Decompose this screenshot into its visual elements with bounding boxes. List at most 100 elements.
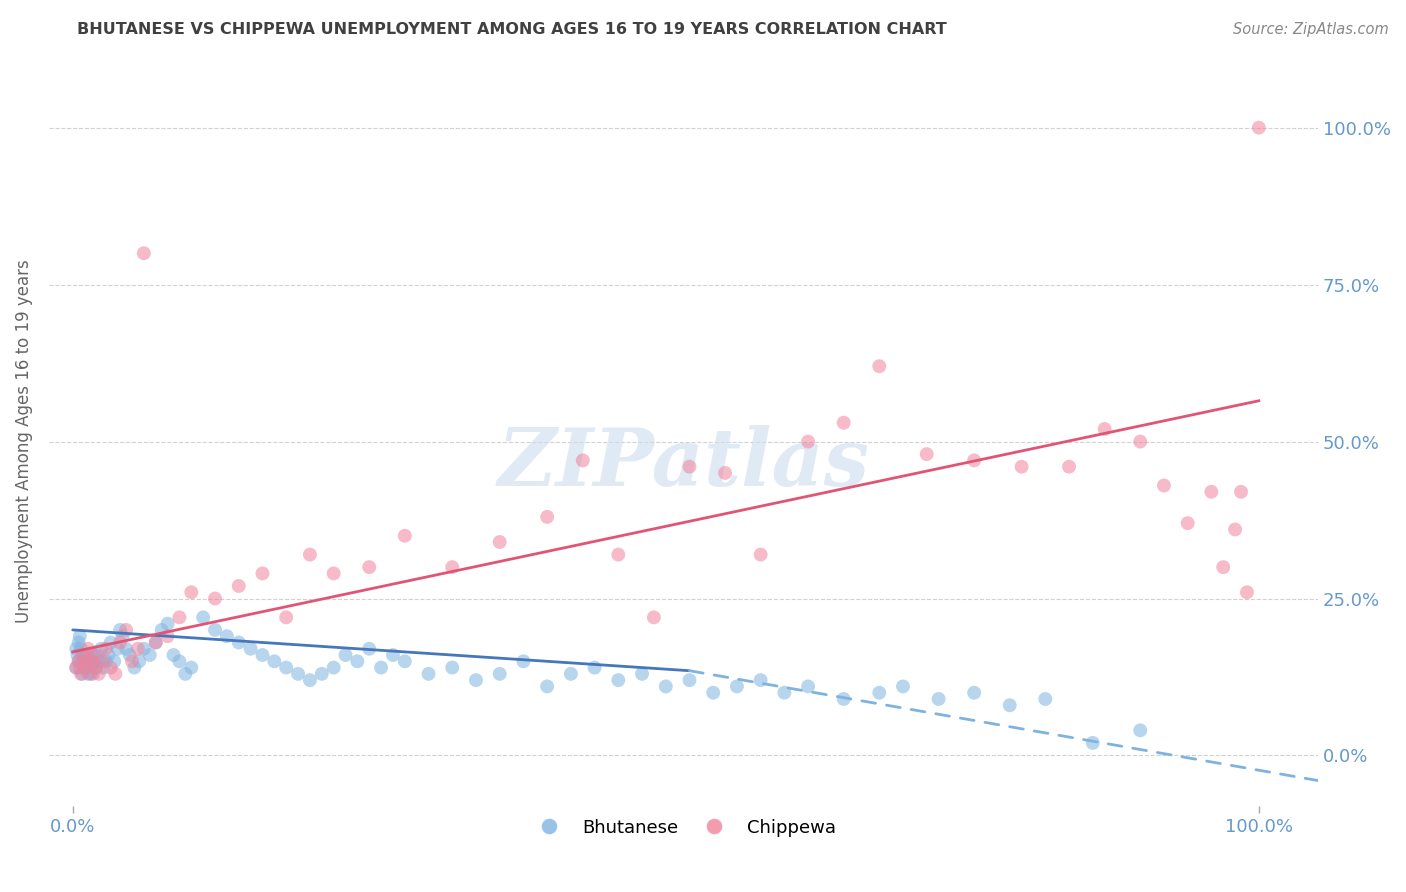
Point <box>77 666 100 681</box>
Point <box>79 666 101 681</box>
Point <box>73 660 96 674</box>
Point <box>702 686 724 700</box>
Point <box>276 610 298 624</box>
Point <box>322 660 344 674</box>
Point <box>70 648 93 662</box>
Point <box>1223 523 1246 537</box>
Point <box>121 654 143 668</box>
Point <box>1177 516 1199 531</box>
Point <box>655 680 678 694</box>
Point <box>108 635 131 649</box>
Point <box>169 654 191 668</box>
Point <box>1129 434 1152 449</box>
Point <box>1033 692 1056 706</box>
Point <box>797 434 820 449</box>
Point <box>891 680 914 694</box>
Point <box>1129 723 1152 738</box>
Point <box>100 635 122 649</box>
Point <box>67 635 90 649</box>
Point <box>536 680 558 694</box>
Point <box>228 635 250 649</box>
Point <box>93 660 115 674</box>
Point <box>75 660 97 674</box>
Point <box>252 648 274 662</box>
Point <box>298 673 321 687</box>
Point <box>84 660 107 674</box>
Point <box>80 654 103 668</box>
Text: ZIPatlas: ZIPatlas <box>498 425 870 502</box>
Point <box>193 610 215 624</box>
Point <box>107 641 129 656</box>
Point <box>128 654 150 668</box>
Point <box>73 654 96 668</box>
Point <box>1057 459 1080 474</box>
Point <box>79 660 101 674</box>
Point <box>583 660 606 674</box>
Point <box>87 654 110 668</box>
Point <box>797 680 820 694</box>
Point <box>86 648 108 662</box>
Point <box>607 673 630 687</box>
Point <box>749 548 772 562</box>
Point <box>90 641 112 656</box>
Point <box>441 560 464 574</box>
Point <box>65 660 87 674</box>
Point <box>86 660 108 674</box>
Point <box>441 660 464 674</box>
Point <box>91 654 114 668</box>
Point <box>215 629 238 643</box>
Point <box>335 648 357 662</box>
Point <box>180 660 202 674</box>
Point <box>83 648 105 662</box>
Point <box>631 666 654 681</box>
Point <box>725 680 748 694</box>
Point <box>103 654 125 668</box>
Point <box>67 654 90 668</box>
Point <box>512 654 534 668</box>
Point <box>104 666 127 681</box>
Point <box>1153 478 1175 492</box>
Point <box>180 585 202 599</box>
Point <box>80 648 103 662</box>
Point <box>145 635 167 649</box>
Point <box>1247 120 1270 135</box>
Point <box>79 654 101 668</box>
Legend: Bhutanese, Chippewa: Bhutanese, Chippewa <box>524 812 844 844</box>
Point <box>276 660 298 674</box>
Point <box>749 673 772 687</box>
Point <box>139 648 162 662</box>
Point <box>359 560 381 574</box>
Point <box>204 623 226 637</box>
Point <box>228 579 250 593</box>
Point <box>1236 585 1258 599</box>
Point <box>1201 484 1223 499</box>
Point <box>346 654 368 668</box>
Point <box>72 648 94 662</box>
Point <box>94 654 117 668</box>
Point <box>311 666 333 681</box>
Point <box>87 666 110 681</box>
Point <box>70 641 93 656</box>
Point <box>963 453 986 467</box>
Point <box>370 660 392 674</box>
Point <box>118 648 141 662</box>
Point <box>381 648 404 662</box>
Point <box>145 635 167 649</box>
Point <box>678 673 700 687</box>
Point <box>252 566 274 581</box>
Point <box>70 654 93 668</box>
Point <box>868 359 890 374</box>
Point <box>928 692 950 706</box>
Point <box>488 535 510 549</box>
Point <box>69 629 91 643</box>
Point <box>162 648 184 662</box>
Point <box>70 666 93 681</box>
Point <box>1081 736 1104 750</box>
Point <box>132 641 155 656</box>
Point <box>156 616 179 631</box>
Point <box>69 660 91 674</box>
Point <box>571 453 593 467</box>
Point <box>1094 422 1116 436</box>
Point <box>1011 459 1033 474</box>
Text: BHUTANESE VS CHIPPEWA UNEMPLOYMENT AMONG AGES 16 TO 19 YEARS CORRELATION CHART: BHUTANESE VS CHIPPEWA UNEMPLOYMENT AMONG… <box>77 22 948 37</box>
